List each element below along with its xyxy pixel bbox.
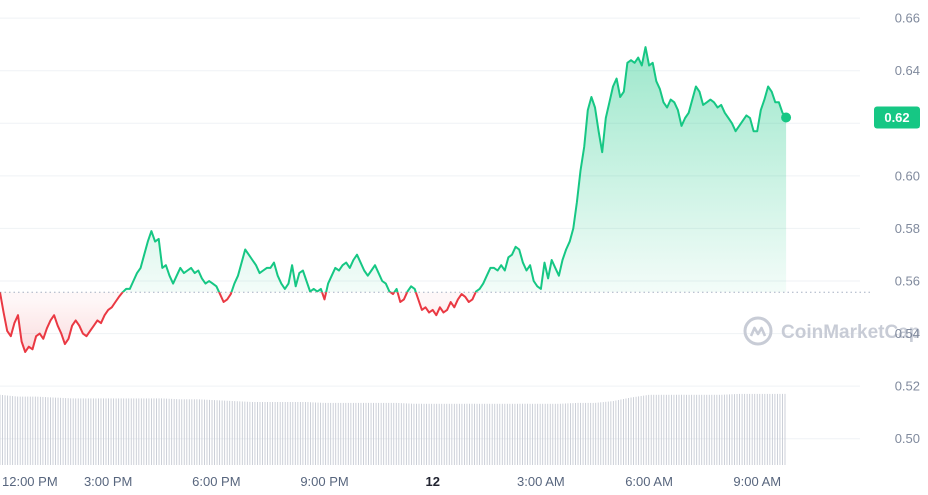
- x-tick-label: 12:00 PM: [2, 474, 58, 489]
- y-tick-label: 0.60: [895, 168, 920, 183]
- current-price-label: 0.62: [884, 110, 909, 125]
- price-line-down: [0, 292, 477, 353]
- x-tick-label: 6:00 AM: [625, 474, 673, 489]
- y-tick-label: 0.58: [895, 221, 920, 236]
- watermark-text: CoinMarketCap: [781, 322, 920, 343]
- x-tick-label: 3:00 PM: [84, 474, 132, 489]
- current-price-dot: [781, 112, 792, 123]
- coinmarketcap-logo-icon: [743, 316, 773, 346]
- price-series-line-below: [0, 292, 477, 353]
- x-tick-label: 6:00 PM: [192, 474, 240, 489]
- y-tick-label: 0.66: [895, 11, 920, 26]
- price-line-up: [0, 46, 787, 293]
- volume-bars: [0, 393, 786, 465]
- watermark: CoinMarketCap: [743, 316, 920, 346]
- current-price-badge: 0.62: [874, 106, 920, 129]
- y-tick-label: 0.52: [895, 379, 920, 394]
- x-tick-label: 12: [425, 474, 439, 489]
- y-tick-label: 0.64: [895, 63, 920, 78]
- x-tick-label: 9:00 PM: [300, 474, 348, 489]
- price-area: [0, 47, 787, 352]
- price-series-line: [0, 46, 787, 293]
- y-tick-label: 0.54: [895, 326, 920, 341]
- x-tick-label: 9:00 AM: [733, 474, 781, 489]
- y-tick-label: 0.50: [895, 431, 920, 446]
- x-tick-label: 3:00 AM: [517, 474, 565, 489]
- y-axis: 0.660.640.620.600.580.560.540.520.50: [895, 11, 920, 447]
- x-axis: 12:00 PM 3:00 PM 6:00 PM 9:00 PM 12 3:00 AM 6:…: [2, 474, 781, 489]
- y-tick-label: 0.56: [895, 274, 920, 289]
- area-above-baseline: [0, 47, 787, 293]
